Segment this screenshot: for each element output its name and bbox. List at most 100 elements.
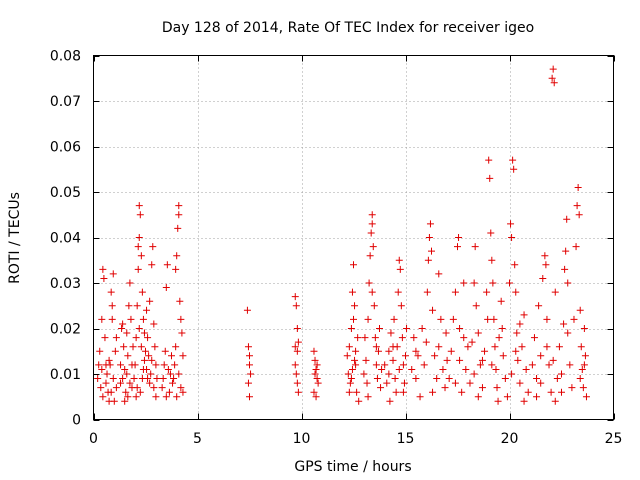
data-point	[102, 379, 110, 387]
data-point	[516, 379, 524, 387]
y-tick-label: 0.04	[50, 231, 81, 247]
data-point	[351, 302, 359, 310]
data-point	[516, 320, 524, 328]
data-point	[311, 370, 319, 378]
data-point	[561, 265, 569, 273]
data-point	[137, 343, 145, 351]
data-point	[549, 356, 557, 364]
data-point	[244, 379, 252, 387]
data-point	[139, 315, 147, 323]
data-point	[372, 361, 380, 369]
data-point	[395, 256, 403, 264]
data-point	[148, 261, 156, 269]
data-point	[520, 397, 528, 405]
data-point	[486, 174, 494, 182]
data-point	[344, 370, 352, 378]
data-point	[119, 320, 127, 328]
data-point	[345, 343, 353, 351]
data-point	[150, 320, 158, 328]
data-point	[399, 361, 407, 369]
data-point	[545, 361, 553, 369]
data-point	[160, 361, 168, 369]
data-point	[385, 370, 393, 378]
data-point	[472, 302, 480, 310]
data-point	[159, 375, 167, 383]
data-point	[146, 297, 154, 305]
data-point	[169, 379, 177, 387]
y-axis-label: ROTI / TECUs	[7, 192, 23, 284]
data-point	[368, 220, 376, 228]
data-point	[460, 279, 468, 287]
data-point	[470, 370, 478, 378]
data-point	[460, 334, 468, 342]
data-point	[437, 315, 445, 323]
data-point	[150, 384, 158, 392]
data-point	[345, 388, 353, 396]
data-point	[408, 365, 416, 373]
x-tick-label: 15	[397, 431, 415, 447]
data-point	[389, 343, 397, 351]
data-point	[458, 388, 466, 396]
data-point	[135, 202, 143, 210]
data-point	[105, 397, 113, 405]
data-point	[132, 393, 140, 401]
data-point	[550, 79, 558, 87]
data-point	[173, 252, 181, 260]
data-point	[112, 384, 120, 392]
data-point	[389, 356, 397, 364]
data-point	[478, 356, 486, 364]
data-point	[175, 211, 183, 219]
data-point	[508, 370, 516, 378]
data-point	[441, 384, 449, 392]
data-point	[365, 279, 373, 287]
data-point	[370, 302, 378, 310]
y-tick-label: 0.03	[50, 276, 81, 292]
data-point	[98, 365, 106, 373]
data-point	[351, 356, 359, 364]
data-point	[354, 334, 362, 342]
data-point	[121, 365, 129, 373]
data-point	[577, 343, 585, 351]
y-tick-label: 0.06	[50, 140, 81, 156]
data-point	[347, 375, 355, 383]
data-point	[574, 183, 582, 191]
data-point	[431, 352, 439, 360]
data-point	[96, 347, 104, 355]
data-point	[124, 352, 132, 360]
data-point	[498, 325, 506, 332]
data-point	[122, 388, 130, 396]
y-tick-label: 0	[72, 413, 81, 429]
y-tick-label: 0.01	[50, 367, 81, 383]
data-point	[137, 252, 145, 260]
data-point	[131, 361, 139, 369]
data-point	[119, 375, 127, 383]
data-point	[385, 347, 393, 355]
data-point	[522, 365, 530, 373]
data-point	[133, 384, 141, 392]
data-point	[433, 375, 441, 383]
data-point	[366, 252, 374, 260]
data-point	[533, 375, 541, 383]
data-point	[451, 288, 459, 296]
data-point	[112, 334, 120, 342]
data-point	[346, 379, 354, 387]
data-point	[524, 388, 532, 396]
data-point	[135, 234, 143, 241]
data-point	[539, 274, 547, 282]
data-point	[129, 343, 137, 351]
data-point	[176, 297, 184, 305]
data-point	[492, 365, 500, 373]
data-point	[99, 393, 107, 401]
data-point	[293, 379, 301, 387]
data-point	[149, 243, 157, 251]
data-point	[551, 288, 559, 296]
data-point	[117, 379, 125, 387]
data-point	[429, 388, 437, 396]
data-point	[310, 347, 318, 355]
data-point	[471, 243, 479, 251]
x-tick-label: 10	[293, 431, 311, 447]
data-point	[374, 347, 382, 355]
data-point	[101, 334, 109, 342]
data-point	[123, 329, 131, 337]
